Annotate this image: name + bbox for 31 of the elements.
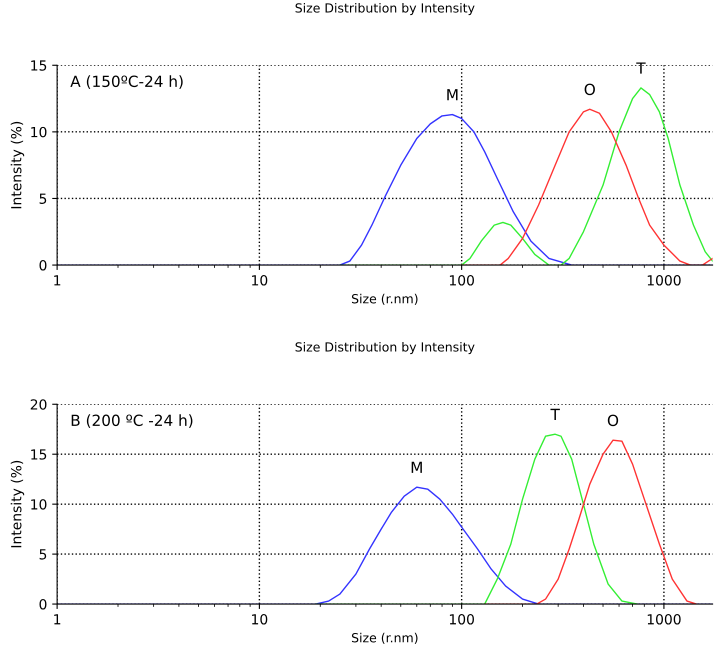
y-axis-title: Intensity (%) xyxy=(10,460,24,548)
x-axis-title: Size (r.nm) xyxy=(352,632,418,644)
x-axis-title: Size (r.nm) xyxy=(352,294,418,305)
series-label: O xyxy=(584,84,595,96)
x-tick-label: 10 xyxy=(252,275,268,286)
x-tick-label: 100 xyxy=(450,275,474,286)
x-tick-label: 1000 xyxy=(648,614,681,625)
y-tick-label: 20 xyxy=(30,399,46,410)
y-tick-label: 15 xyxy=(31,60,46,71)
series-label: M xyxy=(447,89,458,100)
chart-title: Size Distribution by Intensity xyxy=(296,342,475,354)
chart-title: Size Distribution by Intensity xyxy=(296,2,475,16)
series-label: O xyxy=(608,414,618,426)
y-tick-label: 5 xyxy=(40,549,46,560)
series-label: T xyxy=(550,408,560,420)
y-tick-label: 0 xyxy=(39,260,46,271)
series-label: T xyxy=(636,62,646,74)
y-tick-label: 10 xyxy=(31,499,46,510)
y-axis-title: Intensity (%) xyxy=(10,122,24,208)
y-tick-label: 10 xyxy=(31,126,46,138)
x-tick-label: 100 xyxy=(450,614,474,625)
annotation: A (150ºC-24 h) xyxy=(70,75,183,89)
y-tick-label: 15 xyxy=(31,449,46,460)
series-label: M xyxy=(412,462,422,473)
x-tick-label: 1 xyxy=(54,275,60,286)
x-tick-label: 1000 xyxy=(648,275,681,286)
x-tick-label: 1 xyxy=(54,614,60,624)
annotation: B (200 ºC -24 h) xyxy=(72,414,192,428)
x-tick-label: 10 xyxy=(252,614,268,625)
y-tick-label: 0 xyxy=(39,599,46,610)
y-tick-label: 5 xyxy=(40,194,46,204)
